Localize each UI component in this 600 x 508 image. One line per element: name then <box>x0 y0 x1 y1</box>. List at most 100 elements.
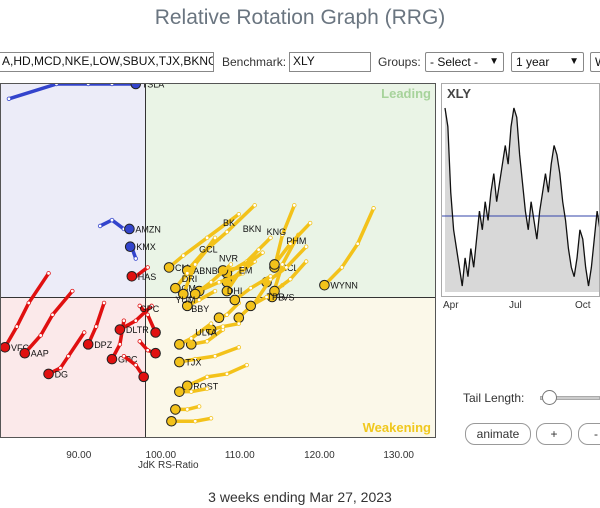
point-expe[interactable] <box>221 285 233 297</box>
label-aap: AAP <box>31 349 49 359</box>
point-dri[interactable] <box>181 300 193 312</box>
tail-point <box>137 339 142 344</box>
tail-point <box>38 333 43 338</box>
tail-point <box>70 288 75 294</box>
spark-line <box>444 107 599 287</box>
tail-point <box>6 96 12 101</box>
lagging-quadrant <box>1 297 145 437</box>
point-vfc[interactable] <box>1 341 11 353</box>
tail-point <box>121 353 127 359</box>
tail-point <box>189 389 194 394</box>
rrg-plot[interactable]: TSLAAMZNKMXVFCAAPDGDPZGPCDLTRHASCMGABNBG… <box>1 84 436 438</box>
tail-point <box>58 365 63 371</box>
label-bkn: BKN <box>243 224 262 234</box>
point-dpz[interactable] <box>82 339 94 350</box>
x-axis-title: JdK RS-Ratio <box>138 460 199 471</box>
chevron-down-icon: ▼ <box>569 56 579 67</box>
point-amzn[interactable] <box>124 223 135 235</box>
spark-title: XLY <box>447 86 472 101</box>
point-orly[interactable] <box>166 415 177 427</box>
benchmark-input[interactable]: XLY <box>289 52 371 72</box>
point-tpr[interactable] <box>233 312 245 324</box>
tail-wynn <box>322 206 376 287</box>
tail-point <box>260 250 265 255</box>
label-dltr: DLTR <box>126 325 149 335</box>
tail-point <box>46 271 51 276</box>
tail-point <box>54 84 59 87</box>
point-f[interactable] <box>178 288 189 300</box>
x-tick-label: 110.00 <box>224 450 255 461</box>
point-etsy[interactable] <box>170 404 181 415</box>
decrease-button[interactable]: - <box>578 423 600 445</box>
increase-button[interactable]: + <box>536 423 572 445</box>
tail-point <box>288 277 293 282</box>
label-phm: PHM <box>286 236 306 246</box>
label-dhi: DHI <box>227 286 243 296</box>
tail-point <box>133 256 138 261</box>
tail-point <box>185 407 190 412</box>
point-lkq[interactable] <box>150 327 161 338</box>
spark-plot <box>442 107 599 292</box>
point-mar[interactable] <box>229 294 241 306</box>
label-kng: KNG <box>267 227 287 237</box>
tail-point <box>256 247 261 252</box>
point-dhi[interactable] <box>213 312 225 324</box>
symbols-input[interactable]: A,HD,MCD,NKE,LOW,SBUX,TJX,BKNG <box>0 52 214 72</box>
point-aap[interactable] <box>19 347 31 359</box>
tail-length-slider-handle[interactable] <box>542 390 557 405</box>
tail-rost <box>185 363 249 388</box>
tail-point <box>204 235 210 241</box>
tail-point <box>236 321 242 326</box>
point-dltr[interactable] <box>114 324 126 335</box>
tail-point <box>204 374 210 380</box>
tail-point <box>216 280 222 285</box>
tail-point <box>236 211 242 217</box>
point-pool[interactable] <box>138 371 149 383</box>
tail-point <box>82 330 87 335</box>
tail-point <box>212 288 218 294</box>
label-lvs: LVS <box>278 293 294 303</box>
improving-quadrant <box>1 84 145 297</box>
tail-point <box>236 345 242 350</box>
point-kmx[interactable] <box>124 241 136 253</box>
point-wynn[interactable] <box>319 279 330 291</box>
label-em: EM <box>239 265 253 275</box>
point-tsla[interactable] <box>130 84 142 90</box>
tail-tsla <box>7 84 138 101</box>
groups-select[interactable]: - Select - ▼ <box>425 52 504 72</box>
tail-point <box>307 220 313 226</box>
tail-dg <box>46 330 86 376</box>
point-gpc[interactable] <box>106 353 118 365</box>
point-dg[interactable] <box>43 368 54 380</box>
point-yum[interactable] <box>174 339 185 350</box>
point-has[interactable] <box>126 270 138 282</box>
tail-point <box>224 312 230 317</box>
animate-button[interactable]: animate <box>465 423 531 445</box>
tail-point <box>339 265 345 270</box>
tail-point <box>14 324 20 329</box>
point-bby[interactable] <box>174 386 185 397</box>
rrg-chart[interactable]: Leading Weakening TSLA AMZN KMX VFC AAP DG DPZ… <box>0 83 436 438</box>
spark-x-tick: Jul <box>509 300 522 311</box>
label-tsla: TSLA <box>142 84 165 90</box>
point-phm[interactable] <box>269 285 280 297</box>
point-bbwi[interactable] <box>150 347 161 359</box>
toolbar: A,HD,MCD,NKE,LOW,SBUX,TJX,BKNG Benchmark… <box>0 51 600 73</box>
spark-x-tick: Oct <box>575 300 591 311</box>
tail-dpz <box>86 301 106 347</box>
point-mgm[interactable] <box>269 259 280 270</box>
period-select[interactable]: 1 year ▼ <box>511 52 584 72</box>
tail-point <box>304 259 309 264</box>
point-len[interactable] <box>245 300 257 312</box>
point-cmg[interactable] <box>163 262 175 273</box>
tail-point <box>196 404 202 409</box>
point-aptv[interactable] <box>189 288 201 300</box>
point-gm[interactable] <box>170 282 181 294</box>
tail-point <box>109 84 115 87</box>
tail-point <box>224 229 230 235</box>
extra-select[interactable]: W <box>590 52 600 72</box>
label-ulta: ULTA <box>195 327 217 337</box>
page-title: Relative Rotation Graph (RRG) <box>154 6 446 29</box>
point-tjx[interactable] <box>174 356 185 368</box>
